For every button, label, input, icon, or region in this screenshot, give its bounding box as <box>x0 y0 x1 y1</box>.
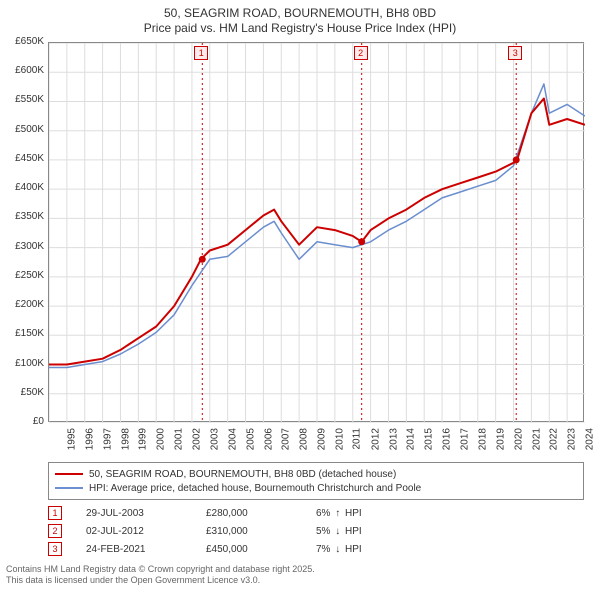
event-marker-3: 3 <box>508 46 522 60</box>
x-tick-label: 2006 <box>263 428 274 450</box>
y-tick-label: £0 <box>0 416 44 427</box>
event-marker-2: 2 <box>354 46 368 60</box>
event-row-marker: 3 <box>48 542 62 556</box>
x-tick-label: 2009 <box>316 428 327 450</box>
x-tick-label: 2021 <box>531 428 542 450</box>
title-line2: Price paid vs. HM Land Registry's House … <box>0 21 600 36</box>
x-tick-label: 2019 <box>495 428 506 450</box>
x-tick-label: 1999 <box>138 428 149 450</box>
x-tick-label: 1998 <box>120 428 131 450</box>
legend-row-hpi: HPI: Average price, detached house, Bour… <box>55 481 577 495</box>
y-tick-label: £500K <box>0 124 44 135</box>
y-tick-label: £550K <box>0 94 44 105</box>
legend-swatch-price <box>55 473 83 475</box>
legend-swatch-hpi <box>55 487 83 489</box>
event-delta: 7% ↓ HPI <box>316 544 426 555</box>
y-tick-label: £350K <box>0 211 44 222</box>
event-row-marker: 1 <box>48 506 62 520</box>
x-tick-label: 1996 <box>84 428 95 450</box>
legend: 50, SEAGRIM ROAD, BOURNEMOUTH, BH8 0BD (… <box>48 462 584 500</box>
x-tick-label: 2024 <box>584 428 595 450</box>
legend-label-price: 50, SEAGRIM ROAD, BOURNEMOUTH, BH8 0BD (… <box>89 469 396 480</box>
x-tick-label: 2013 <box>388 428 399 450</box>
x-tick-label: 2022 <box>549 428 560 450</box>
x-tick-label: 2000 <box>156 428 167 450</box>
x-tick-label: 2007 <box>281 428 292 450</box>
y-tick-label: £50K <box>0 387 44 398</box>
y-tick-label: £600K <box>0 65 44 76</box>
chart-svg <box>49 43 585 423</box>
x-tick-label: 2018 <box>477 428 488 450</box>
chart-plot-area <box>48 42 584 422</box>
x-tick-label: 2001 <box>173 428 184 450</box>
title-line1: 50, SEAGRIM ROAD, BOURNEMOUTH, BH8 0BD <box>0 6 600 21</box>
x-tick-label: 2011 <box>351 428 362 450</box>
event-delta: 5% ↓ HPI <box>316 526 426 537</box>
x-tick-label: 2012 <box>370 428 381 450</box>
x-tick-label: 2023 <box>567 428 578 450</box>
event-row-marker: 2 <box>48 524 62 538</box>
event-price: £280,000 <box>206 508 316 519</box>
y-tick-label: £250K <box>0 270 44 281</box>
event-date: 29-JUL-2003 <box>86 508 206 519</box>
x-tick-label: 2015 <box>424 428 435 450</box>
y-tick-label: £100K <box>0 358 44 369</box>
y-tick-label: £650K <box>0 36 44 47</box>
y-tick-label: £200K <box>0 299 44 310</box>
x-tick-label: 2016 <box>441 428 452 450</box>
y-tick-label: £400K <box>0 182 44 193</box>
legend-label-hpi: HPI: Average price, detached house, Bour… <box>89 483 421 494</box>
x-tick-label: 2008 <box>299 428 310 450</box>
event-date: 02-JUL-2012 <box>86 526 206 537</box>
event-date: 24-FEB-2021 <box>86 544 206 555</box>
footer-line1: Contains HM Land Registry data © Crown c… <box>6 564 594 575</box>
legend-row-price: 50, SEAGRIM ROAD, BOURNEMOUTH, BH8 0BD (… <box>55 467 577 481</box>
events-table: 1 29-JUL-2003£280,0006% ↑ HPI 2 02-JUL-2012… <box>48 504 584 558</box>
x-tick-label: 2010 <box>334 428 345 450</box>
x-tick-label: 1995 <box>66 428 77 450</box>
event-row: 1 29-JUL-2003£280,0006% ↑ HPI <box>48 504 584 522</box>
x-tick-label: 1997 <box>102 428 113 450</box>
event-delta: 6% ↑ HPI <box>316 508 426 519</box>
chart-title-block: 50, SEAGRIM ROAD, BOURNEMOUTH, BH8 0BD P… <box>0 0 600 36</box>
event-price: £450,000 <box>206 544 316 555</box>
x-tick-label: 2020 <box>513 428 524 450</box>
event-price: £310,000 <box>206 526 316 537</box>
x-tick-label: 2002 <box>191 428 202 450</box>
y-tick-label: £150K <box>0 328 44 339</box>
x-tick-label: 2004 <box>227 428 238 450</box>
footer-line2: This data is licensed under the Open Gov… <box>6 575 594 586</box>
footer: Contains HM Land Registry data © Crown c… <box>6 564 594 586</box>
y-tick-label: £300K <box>0 241 44 252</box>
page-root: 50, SEAGRIM ROAD, BOURNEMOUTH, BH8 0BD P… <box>0 0 600 590</box>
event-row: 2 02-JUL-2012£310,0005% ↓ HPI <box>48 522 584 540</box>
event-marker-1: 1 <box>194 46 208 60</box>
x-tick-label: 2017 <box>459 428 470 450</box>
event-row: 3 24-FEB-2021£450,0007% ↓ HPI <box>48 540 584 558</box>
x-tick-label: 2005 <box>245 428 256 450</box>
x-tick-label: 2014 <box>406 428 417 450</box>
x-tick-label: 2003 <box>209 428 220 450</box>
y-tick-label: £450K <box>0 153 44 164</box>
